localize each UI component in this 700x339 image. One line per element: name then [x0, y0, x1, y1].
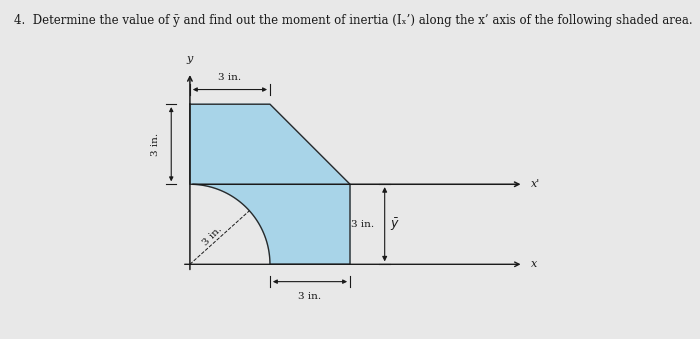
Text: 3 in.: 3 in.: [351, 220, 374, 229]
Text: x: x: [531, 259, 538, 269]
Text: 3 in.: 3 in.: [298, 292, 321, 301]
Text: y: y: [187, 54, 193, 64]
Text: 3 in.: 3 in.: [201, 225, 224, 247]
Text: x': x': [531, 179, 540, 189]
Text: $\bar{y}$: $\bar{y}$: [390, 216, 400, 233]
Text: 3 in.: 3 in.: [150, 133, 160, 156]
Text: 3 in.: 3 in.: [218, 73, 242, 82]
Text: 4.  Determine the value of ȳ and find out the moment of inertia (Iₓ’) along the : 4. Determine the value of ȳ and find out…: [14, 14, 692, 26]
Polygon shape: [190, 104, 350, 264]
